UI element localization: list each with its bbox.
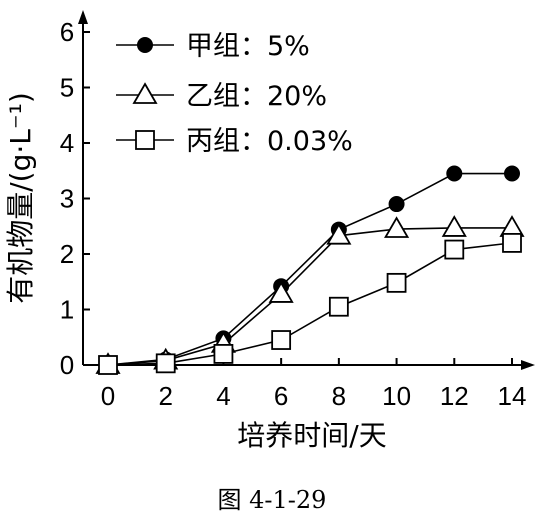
x-axis-label: 培养时间/天 — [237, 419, 386, 452]
data-point — [386, 272, 407, 293]
data-point — [504, 165, 520, 182]
y-tick-label: 1 — [60, 295, 74, 325]
figure-caption: 图 4-1-29 — [218, 486, 327, 514]
data-point — [446, 165, 463, 182]
x-tick-label: 6 — [274, 381, 288, 411]
y-tick-label: 0 — [60, 350, 74, 380]
data-point — [328, 296, 349, 317]
y-tick-label: 2 — [60, 239, 74, 269]
legend-label: 乙组：20% — [186, 81, 327, 112]
series-1 — [100, 165, 520, 373]
legend-item-3: 丙组：0.03% — [116, 126, 353, 157]
legend-marker — [132, 82, 158, 104]
data-point — [98, 355, 118, 375]
data-point — [213, 343, 234, 364]
x-tick-label: 10 — [382, 381, 411, 411]
data-point — [271, 330, 292, 350]
legend: 甲组：5% 乙组：20% 丙组：0.03% — [116, 31, 353, 157]
series-line — [107, 242, 513, 366]
x-axis-arrow — [521, 360, 535, 370]
data-point — [388, 196, 405, 213]
x-tick-label: 8 — [332, 381, 346, 411]
data-point — [268, 281, 294, 303]
legend-marker — [137, 37, 153, 53]
y-tick-label: 4 — [60, 128, 74, 158]
y-axis-arrow — [78, 10, 88, 24]
series-line — [107, 172, 512, 366]
y-tick-label: 5 — [60, 73, 74, 103]
data-point — [441, 215, 467, 237]
y-tick-label: 3 — [60, 184, 74, 214]
series-3 — [98, 232, 522, 375]
data-point — [444, 239, 465, 260]
legend-label: 丙组：0.03% — [186, 126, 353, 157]
y-axis-label: 有机物量/(g·L⁻¹) — [4, 92, 37, 304]
legend-marker — [135, 130, 155, 150]
x-tick-label: 14 — [498, 381, 527, 411]
data-point — [384, 216, 410, 238]
axes — [78, 10, 535, 370]
series-layer — [95, 165, 525, 375]
legend-item-2: 乙组：20% — [116, 81, 327, 112]
legend-item-1: 甲组：5% — [116, 31, 310, 62]
x-tick-label: 0 — [101, 381, 115, 411]
y-tick-label: 6 — [60, 17, 74, 47]
x-tick-label: 2 — [158, 381, 172, 411]
data-point — [502, 232, 522, 253]
data-point — [155, 353, 176, 374]
x-tick-label: 12 — [440, 381, 469, 411]
legend-label: 甲组：5% — [186, 31, 310, 62]
data-point — [326, 222, 352, 245]
x-tick-label: 4 — [216, 381, 230, 411]
